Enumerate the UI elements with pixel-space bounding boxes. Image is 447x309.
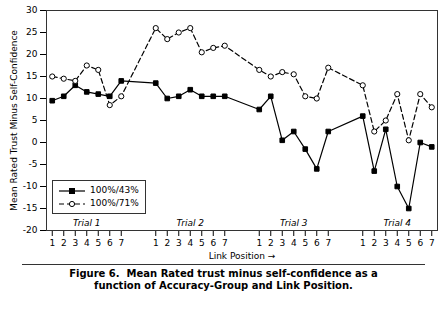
html-text:100%/43%: 100%/43% <box>90 185 139 195</box>
svg-text:0: 0 <box>32 137 38 147</box>
svg-text:3: 3 <box>383 238 389 248</box>
html-text:Figure 6. Mean Rated trust min: Figure 6. Mean Rated trust minus self-co… <box>69 268 378 291</box>
svg-text:6: 6 <box>210 238 216 248</box>
svg-text:Trial 3: Trial 3 <box>280 218 308 228</box>
svg-text:15: 15 <box>26 71 37 81</box>
svg-text:5: 5 <box>95 238 101 248</box>
svg-text:-5: -5 <box>29 159 38 169</box>
svg-text:Mean Rated Trust Minus Self-Co: Mean Rated Trust Minus Self-Confidence <box>9 30 19 211</box>
svg-text:5: 5 <box>199 238 205 248</box>
svg-text:1: 1 <box>256 238 262 248</box>
svg-text:4: 4 <box>394 238 400 248</box>
svg-text:6: 6 <box>417 238 423 248</box>
svg-text:Link Position →: Link Position → <box>209 251 276 261</box>
svg-text:6: 6 <box>314 238 320 248</box>
svg-text:Trial 2: Trial 2 <box>176 218 204 228</box>
svg-text:3: 3 <box>72 238 78 248</box>
svg-text:2: 2 <box>371 238 377 248</box>
svg-text:7: 7 <box>222 238 228 248</box>
svg-text:4: 4 <box>187 238 193 248</box>
svg-text:30: 30 <box>26 5 38 15</box>
svg-text:10: 10 <box>26 93 38 103</box>
svg-text:-10: -10 <box>23 181 38 191</box>
svg-text:1: 1 <box>49 238 55 248</box>
svg-text:-15: -15 <box>23 203 38 213</box>
svg-text:20: 20 <box>26 49 38 59</box>
svg-text:6: 6 <box>107 238 113 248</box>
html-text:100%/71%: 100%/71% <box>90 198 139 208</box>
svg-text:1: 1 <box>153 238 159 248</box>
svg-text:Trial 1: Trial 1 <box>73 218 101 228</box>
svg-text:5: 5 <box>302 238 308 248</box>
svg-text:5: 5 <box>32 115 38 125</box>
svg-text:-20: -20 <box>23 225 38 235</box>
svg-text:4: 4 <box>84 238 90 248</box>
svg-text:3: 3 <box>279 238 285 248</box>
svg-text:7: 7 <box>325 238 331 248</box>
svg-text:3: 3 <box>176 238 182 248</box>
svg-text:1: 1 <box>360 238 366 248</box>
svg-text:25: 25 <box>26 27 37 37</box>
svg-text:2: 2 <box>164 238 170 248</box>
svg-text:2: 2 <box>61 238 67 248</box>
svg-text:4: 4 <box>291 238 297 248</box>
svg-text:2: 2 <box>268 238 274 248</box>
svg-text:7: 7 <box>118 238 124 248</box>
svg-text:5: 5 <box>406 238 412 248</box>
svg-text:Trial 4: Trial 4 <box>383 218 411 228</box>
svg-text:7: 7 <box>429 238 435 248</box>
